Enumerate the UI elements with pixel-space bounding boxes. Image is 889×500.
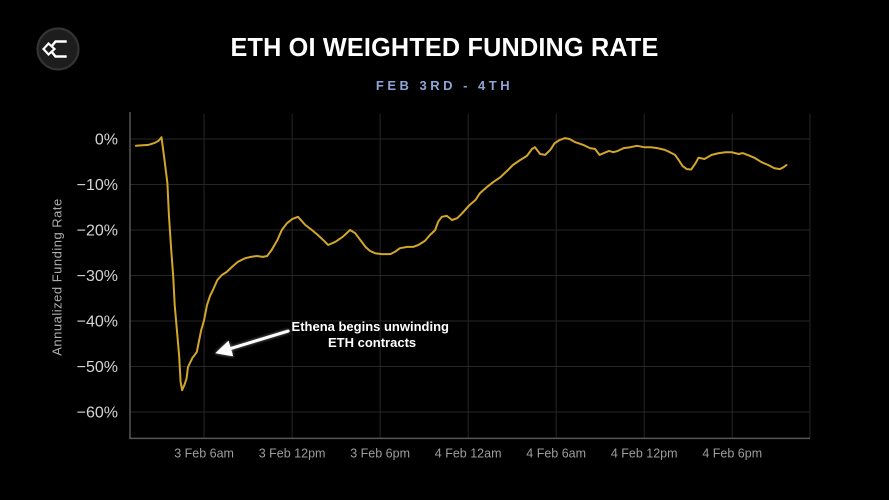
page-title: ETH OI WEIGHTED FUNDING RATE (230, 32, 659, 62)
x-tick-label: 4 Feb 12am (435, 446, 502, 460)
annotation-text: Ethena begins unwinding ETH contracts (292, 319, 453, 350)
page-subtitle: FEB 3RD - 4TH (375, 78, 514, 93)
x-tick-label: 4 Feb 12pm (611, 446, 678, 460)
y-tick-label: −50% (77, 359, 118, 376)
funding-rate-series-line (134, 136, 788, 392)
annotation-arrow-icon (215, 329, 290, 357)
x-tick-label: 3 Feb 6pm (350, 446, 410, 460)
y-tick-label: −10% (77, 177, 118, 194)
y-tick-label: −30% (77, 268, 118, 285)
gridlines (130, 114, 811, 439)
x-tick-label: 3 Feb 12pm (259, 446, 326, 460)
x-tick-label: 3 Feb 6am (174, 446, 234, 460)
axes (129, 112, 810, 440)
sigma-diamond-logo-icon (36, 27, 80, 71)
x-tick-label: 4 Feb 6am (526, 446, 586, 460)
annotation-text-line1: Ethena begins unwinding (292, 319, 450, 334)
y-tick-label: −20% (77, 223, 118, 240)
y-tick-label: −40% (77, 314, 118, 331)
x-axis-tick-labels: 3 Feb 6am 3 Feb 12pm 3 Feb 6pm 4 Feb 12am 4 … (174, 446, 762, 460)
y-tick-label: −60% (77, 405, 118, 422)
x-tick-label: 4 Feb 6pm (702, 446, 762, 460)
annotation-ethena-unwinding: Ethena begins unwinding ETH contracts (215, 319, 453, 357)
annotation-text-line2: ETH contracts (328, 335, 416, 350)
y-axis-tick-labels: 0% −10% −20% −30% −40% −50% −60% (77, 132, 118, 422)
y-tick-label: 0% (95, 132, 118, 149)
